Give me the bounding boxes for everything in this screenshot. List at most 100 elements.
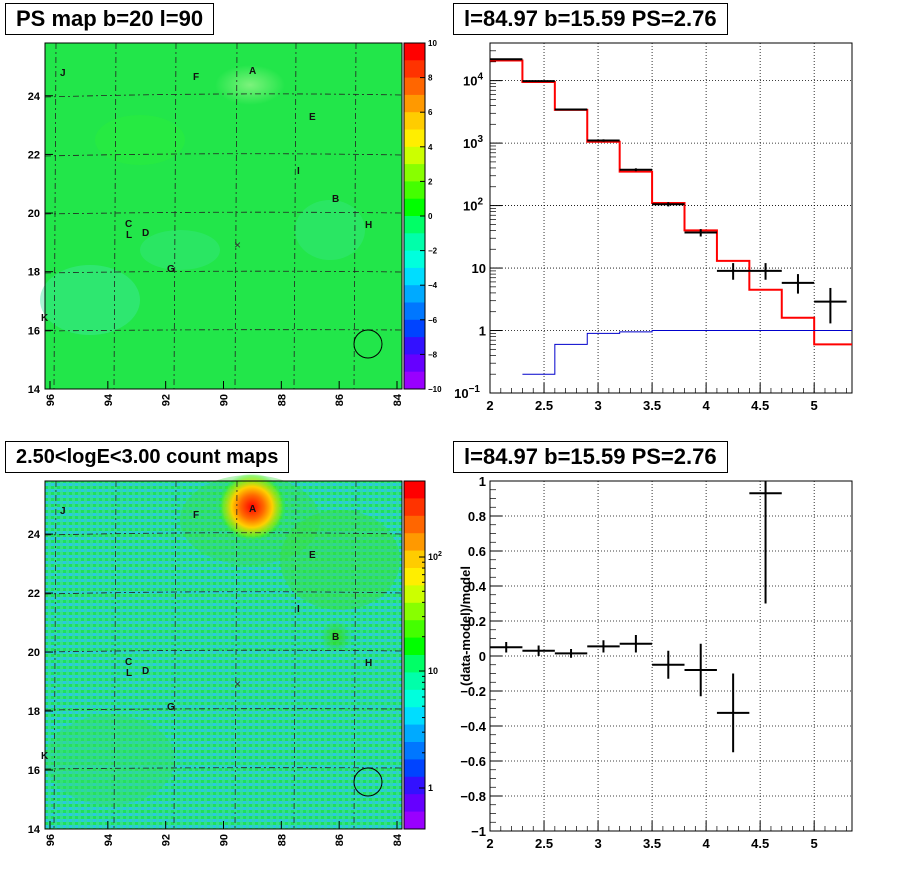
grid-line: [44, 532, 403, 536]
grid-line: [113, 42, 117, 390]
grid-line: [353, 480, 357, 830]
grid-line: [44, 591, 403, 595]
source-label-k: K: [41, 751, 49, 762]
colorbar-swatch: [404, 198, 425, 217]
roi-circle: [353, 329, 383, 359]
x-tick-label: 86: [334, 394, 346, 406]
count-map-source-labels: J A F E I B H CL D G K: [41, 504, 372, 762]
ps-map-axis-ticks: 96 94 92 90 88 86 84 14 16 18 20 22 24: [28, 91, 404, 406]
y-tick-exponent: −1: [469, 384, 481, 395]
source-label-i: I: [297, 166, 300, 177]
map-center-marker: ×: [234, 238, 241, 252]
source-label-d: D: [142, 666, 149, 677]
grid-line: [44, 153, 403, 157]
source-label-b: B: [332, 632, 339, 643]
colorbar-tick-label: −6: [428, 316, 438, 325]
x-tick-label: 84: [392, 833, 404, 846]
y-tick-label: 104: [463, 72, 483, 89]
x-tick-label: 4: [703, 398, 711, 413]
grid-line: [53, 480, 57, 830]
y-axis-label: (data-model)/model: [458, 566, 473, 686]
source-label-j: J: [60, 506, 66, 517]
colorbar-swatch: [404, 602, 425, 621]
colorbar-swatch: [404, 112, 425, 130]
x-tick-label: 4.5: [751, 398, 769, 413]
colorbar-swatch: [404, 498, 425, 517]
x-tick-label: 3.5: [643, 836, 661, 851]
source-label-f: F: [193, 72, 199, 83]
y-tick-label: 0.8: [468, 509, 486, 524]
y-tick-label: 103: [463, 134, 483, 151]
y-tick-label: 14: [28, 824, 41, 836]
roi-circle: [353, 767, 383, 797]
y-tick-base: 10: [463, 136, 477, 151]
residual-panel: 2 2.5 3 3.5 4 4.5 5 −1 −0.8 −0.6 −0.4 −0.2 0 0.2 0.4 0.…: [458, 474, 853, 851]
x-tick-label: 96: [45, 834, 57, 846]
plot-frame: [489, 42, 853, 394]
colorbar-tick-label: 6: [428, 108, 433, 117]
colorbar-swatch: [404, 568, 425, 586]
grid-line: [173, 480, 177, 830]
count-map-texture: [280, 510, 400, 610]
colorbar-swatch: [404, 672, 425, 691]
grid-line: [173, 42, 177, 390]
colorbar-tick-label: 10: [428, 39, 437, 48]
colorbar-swatch: [404, 319, 425, 338]
x-tick-label: 5: [811, 398, 818, 413]
colorbar-swatch: [404, 585, 425, 604]
source-label-h: H: [365, 658, 372, 669]
colorbar-frame: [403, 480, 426, 830]
colorbar-swatch: [404, 794, 425, 813]
source-label-l: L: [126, 230, 132, 241]
y-tick-label: −0.6: [460, 754, 486, 769]
y-tick-label: 20: [28, 208, 40, 220]
source-label-k: K: [41, 313, 49, 324]
colorbar-swatch: [404, 146, 425, 165]
residual-title: l=84.97 b=15.59 PS=2.76: [453, 441, 728, 473]
colorbar-tick-label: 102: [428, 551, 442, 562]
colorbar-tick-label: 0: [428, 212, 433, 221]
x-tick-label: 88: [276, 394, 288, 406]
colorbar-swatch: [404, 267, 425, 286]
y-tick-label: 1: [479, 324, 486, 339]
y-tick-label: −1: [471, 824, 486, 839]
ps-map-image: [45, 43, 402, 389]
ps-map-coordinate-grid: [44, 42, 403, 390]
ps-map-source-labels: J A F E I B H CL D G K: [41, 66, 372, 324]
colorbar-swatch: [404, 811, 425, 830]
colorbar-swatch: [404, 233, 425, 252]
x-tick-label: 5: [811, 836, 818, 851]
colorbar-swatch: [404, 550, 425, 569]
colorbar-tick-label: 4: [428, 143, 433, 152]
colorbar-swatch: [404, 742, 425, 760]
grid-line: [44, 93, 403, 98]
y-tick-label: 22: [28, 149, 40, 161]
x-tick-label: 2.5: [535, 836, 553, 851]
source-label-b: B: [332, 194, 339, 205]
source-label-j: J: [60, 68, 66, 79]
y-tick-label: 0.2: [468, 614, 486, 629]
y-tick-label: 10−1: [454, 384, 480, 401]
count-map-axis-ticks: 96 94 92 90 88 86 84 14 16 18 20 22 24: [28, 529, 404, 846]
ps-map-colorbar: 10 8 6 4 2 0 −2 −4 −6 −8 −10: [403, 39, 442, 394]
map-center-marker: ×: [234, 677, 241, 691]
colorbar-swatch: [404, 250, 425, 269]
background-histogram: [522, 330, 852, 375]
colorbar-tick-label: −10: [428, 385, 442, 394]
source-label-i: I: [297, 604, 300, 615]
source-label-c: C: [125, 657, 132, 668]
count-map-hotspot: [218, 473, 286, 541]
source-label-g: G: [167, 264, 175, 275]
source-label-g: G: [167, 702, 175, 713]
count-map-image: [45, 481, 402, 829]
y-tick-label: 24: [28, 91, 41, 103]
colorbar-swatch: [404, 337, 425, 355]
x-tick-label: 90: [219, 394, 231, 406]
colorbar-swatch: [404, 689, 425, 708]
x-tick-label: 3.5: [643, 398, 661, 413]
x-tick-label: 2.5: [535, 398, 553, 413]
grid-line: [44, 767, 403, 770]
